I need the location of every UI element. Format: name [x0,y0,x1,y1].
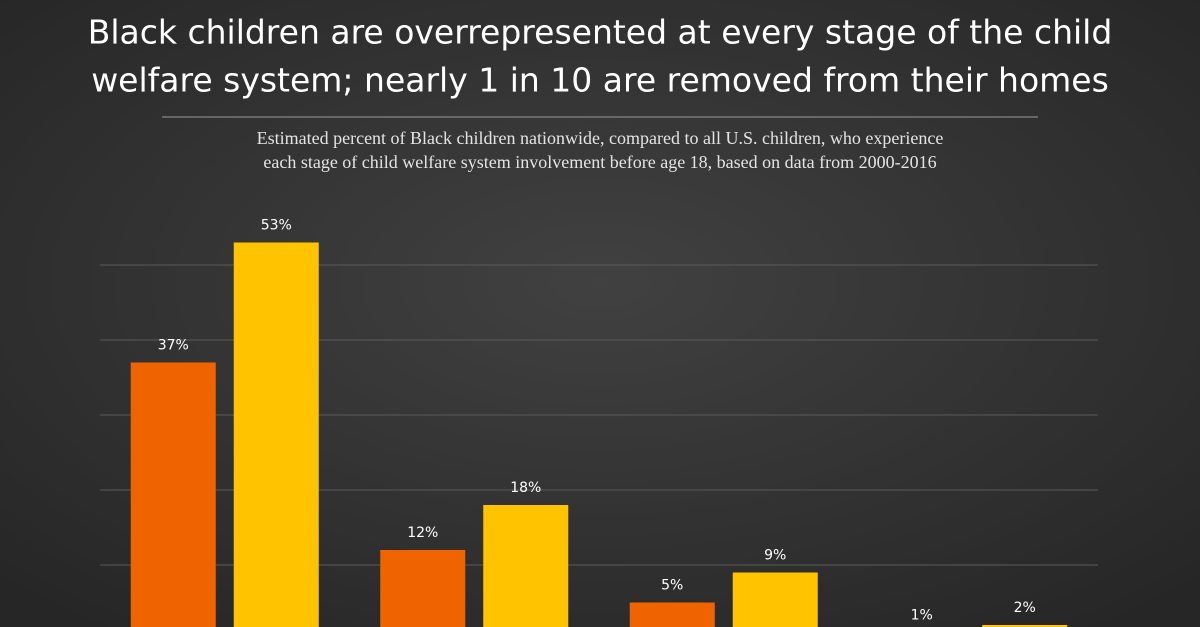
value-label: 53% [261,218,292,234]
bar [732,572,818,627]
value-label: 5% [661,578,683,594]
value-label: 9% [764,548,786,564]
chart-subtitle: each stage of child welfare system invol… [263,152,936,172]
value-label: 37% [158,338,189,354]
bar [982,625,1068,627]
chart-title: Black children are overrepresented at ev… [88,13,1113,52]
value-label: 1% [911,608,933,624]
chart-subtitle: Estimated percent of Black children nati… [257,128,944,148]
bar [130,362,216,627]
bar [483,505,569,627]
bar [380,550,466,627]
value-label: 12% [407,525,438,541]
bar [629,602,715,627]
value-label: 2% [1014,600,1036,616]
bar [233,242,319,627]
value-label: 18% [510,480,541,496]
chart-title: welfare system; nearly 1 in 10 are remov… [91,61,1109,100]
